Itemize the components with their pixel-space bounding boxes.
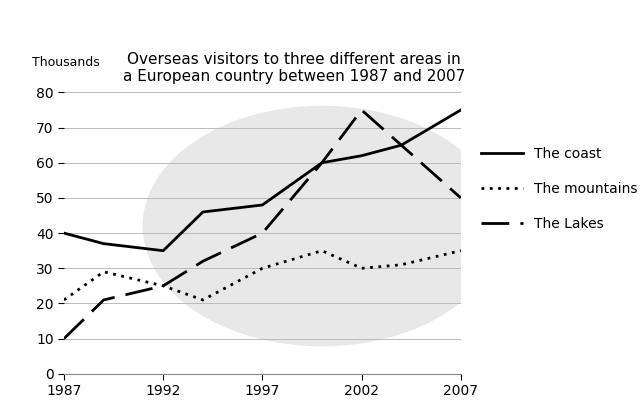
- Title: Overseas visitors to three different areas in
a European country between 1987 an: Overseas visitors to three different are…: [123, 52, 465, 84]
- Ellipse shape: [143, 106, 500, 346]
- Text: Thousands: Thousands: [32, 56, 100, 69]
- Legend: The coast, The mountains, The Lakes: The coast, The mountains, The Lakes: [476, 142, 640, 236]
